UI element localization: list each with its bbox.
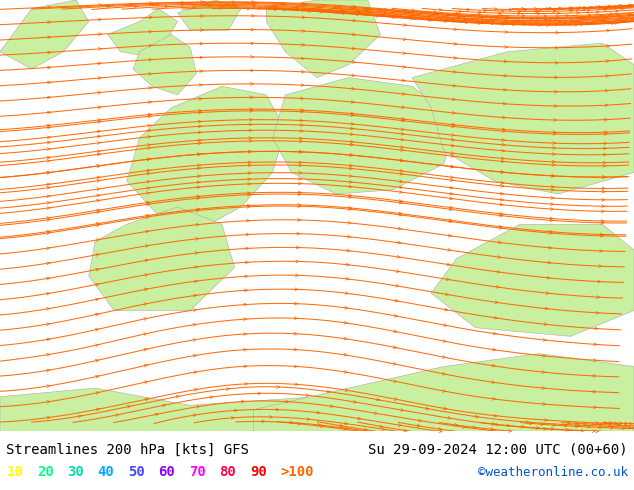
Polygon shape [254, 354, 634, 431]
Polygon shape [133, 34, 197, 95]
Text: Su 29-09-2024 12:00 UTC (00+60): Su 29-09-2024 12:00 UTC (00+60) [368, 443, 628, 457]
Polygon shape [273, 77, 456, 194]
Text: 80: 80 [219, 466, 236, 479]
Polygon shape [127, 86, 285, 224]
Polygon shape [0, 0, 89, 69]
Polygon shape [431, 224, 634, 336]
Text: 90: 90 [250, 466, 266, 479]
Text: Streamlines 200 hPa [kts] GFS: Streamlines 200 hPa [kts] GFS [6, 443, 249, 457]
Polygon shape [412, 43, 634, 194]
Text: 60: 60 [158, 466, 175, 479]
Polygon shape [89, 207, 235, 311]
Text: 20: 20 [37, 466, 53, 479]
Text: 10: 10 [6, 466, 23, 479]
Polygon shape [178, 0, 241, 30]
Text: 30: 30 [67, 466, 84, 479]
Polygon shape [108, 9, 178, 56]
Text: 40: 40 [98, 466, 114, 479]
Polygon shape [0, 379, 634, 431]
Text: 70: 70 [189, 466, 205, 479]
Polygon shape [266, 0, 380, 77]
Text: >100: >100 [280, 466, 314, 479]
Text: 50: 50 [128, 466, 145, 479]
Text: ©weatheronline.co.uk: ©weatheronline.co.uk [477, 466, 628, 479]
